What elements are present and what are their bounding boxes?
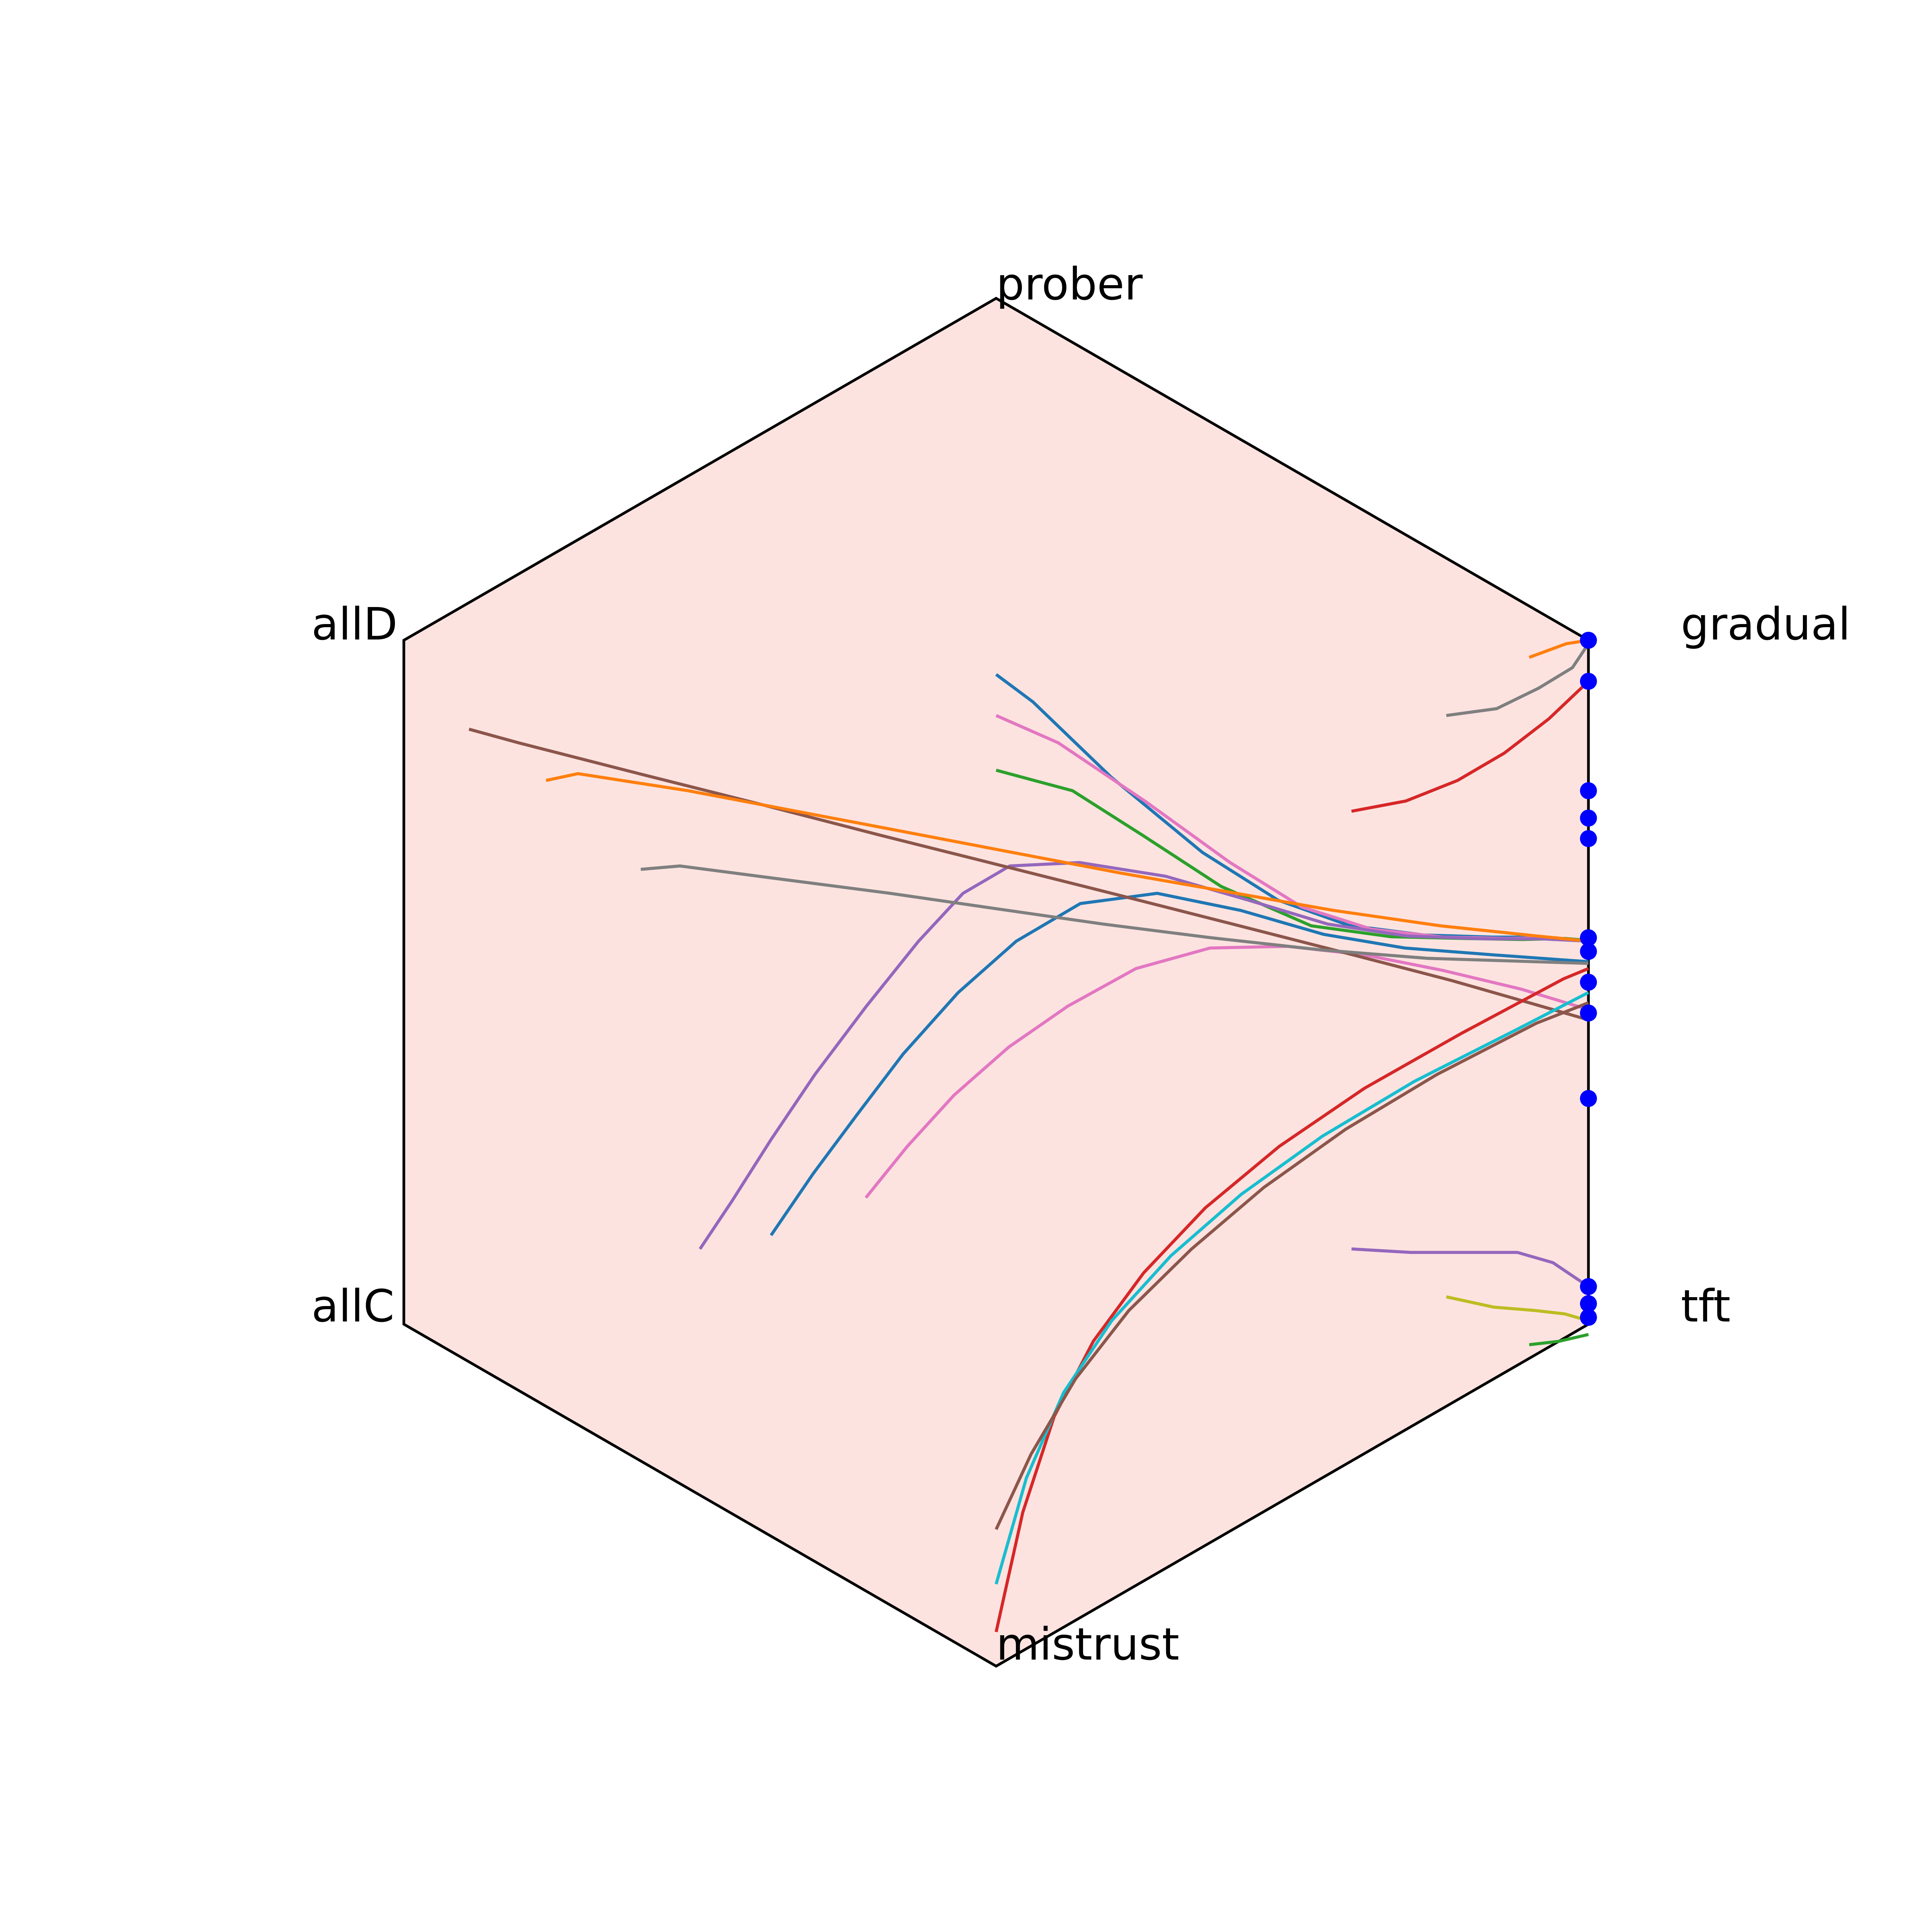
endpoint-marker-1 (1580, 632, 1597, 649)
vertex-label-tft: tft (1681, 1281, 1731, 1332)
endpoint-marker-8 (1580, 974, 1597, 991)
endpoint-marker-7 (1580, 943, 1597, 960)
trajectory-line-10 (995, 967, 1589, 1633)
trajectory-line-9 (640, 864, 1589, 965)
trajectory-line-7 (468, 728, 1589, 1022)
endpoints (1580, 632, 1597, 1326)
trajectory-line-18 (1351, 1247, 1590, 1288)
trajectory-line-12 (995, 1001, 1589, 1530)
trajectory-line-6 (864, 945, 1589, 1199)
endpoint-marker-9 (1580, 1004, 1597, 1022)
vertex-label-gradual: gradual (1681, 599, 1850, 650)
endpoint-marker-13 (1580, 1309, 1597, 1326)
vertex-label-mistrust: mistrust (996, 1619, 1179, 1670)
vertex-label-prober: prober (996, 259, 1143, 310)
simplex-hexagon (402, 296, 1590, 1668)
endpoint-marker-4 (1580, 810, 1597, 827)
trajectory-line-11 (995, 991, 1589, 1585)
trajectories (468, 639, 1590, 1633)
trajectory-line-19 (1446, 1295, 1589, 1323)
vertex-label-allC: allC (311, 1281, 395, 1332)
endpoint-marker-5 (1580, 830, 1597, 847)
trajectory-line-14 (1446, 643, 1590, 717)
endpoint-marker-12 (1580, 1295, 1597, 1312)
trajectory-line-5 (770, 891, 1589, 1236)
endpoint-marker-11 (1580, 1278, 1597, 1295)
trajectory-line-4 (699, 861, 1589, 1250)
endpoint-marker-3 (1580, 782, 1597, 799)
endpoint-marker-10 (1580, 1090, 1597, 1107)
trajectory-line-20 (1529, 1333, 1589, 1347)
endpoint-marker-6 (1580, 929, 1597, 946)
trajectory-line-8 (546, 772, 1589, 943)
vertex-label-allD: allD (311, 599, 398, 650)
trajectory-line-15 (1351, 680, 1590, 813)
endpoint-marker-2 (1580, 673, 1597, 690)
